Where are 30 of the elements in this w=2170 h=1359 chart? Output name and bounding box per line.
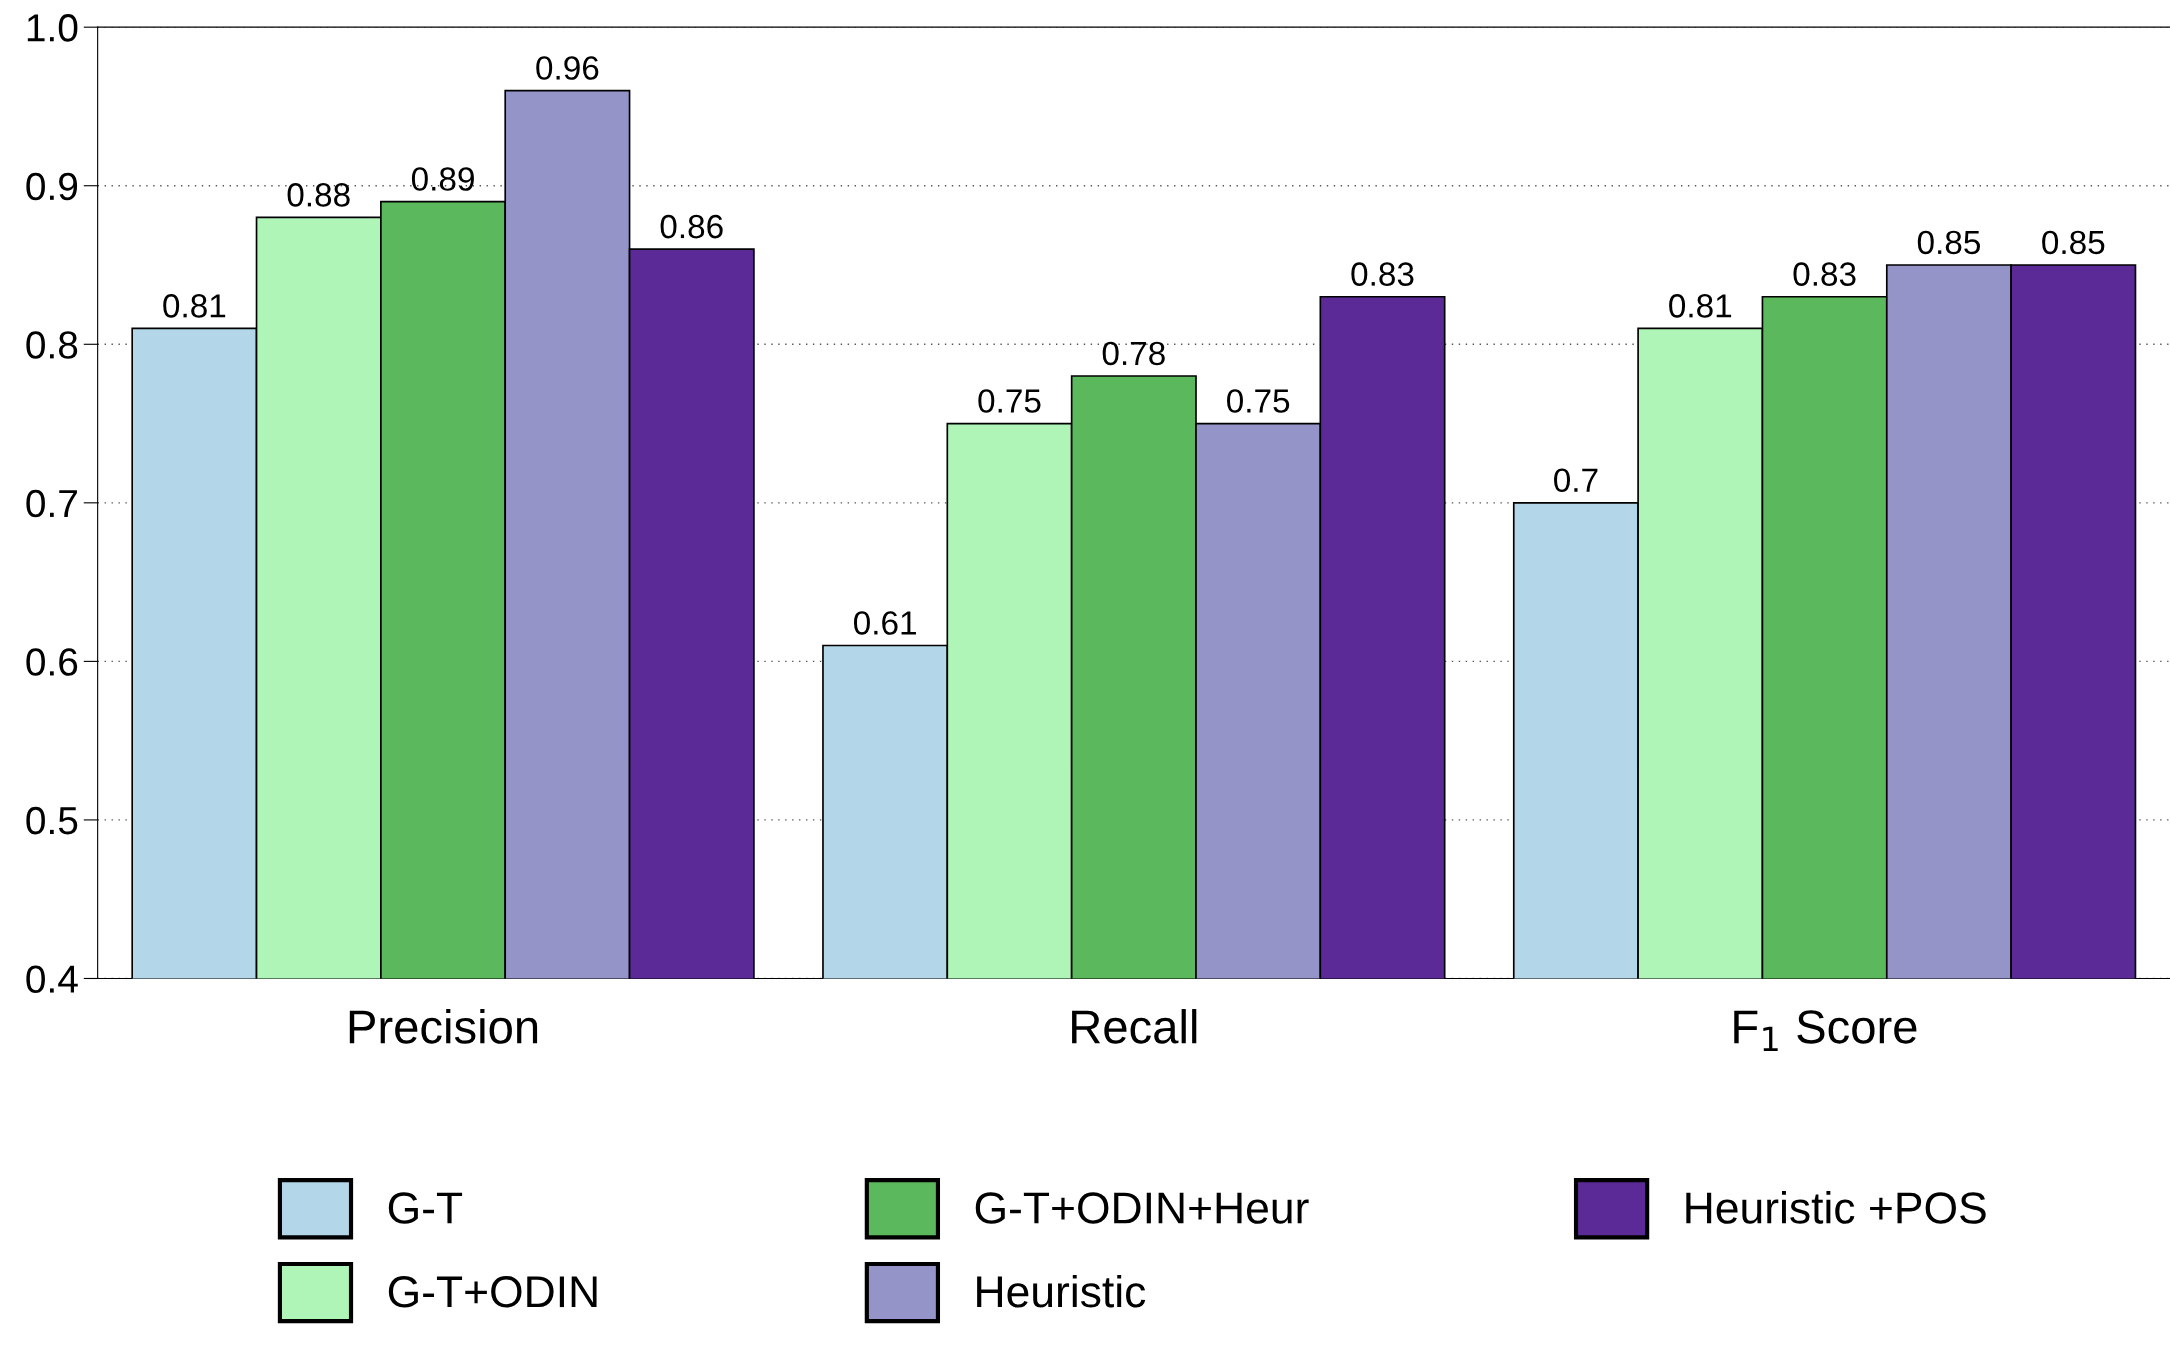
y-tick-label: 0.4 <box>26 965 78 993</box>
y-tick-label: 1.0 <box>27 14 78 42</box>
y-tick-label: 0.8 <box>26 331 78 359</box>
data-label: 0.85 <box>1917 230 1980 255</box>
data-label: 0.83 <box>1793 262 1856 286</box>
data-label: 0.7 <box>1554 468 1598 493</box>
data-label: 0.78 <box>1102 341 1165 366</box>
data-label: 0.88 <box>287 183 350 207</box>
x-tick-label: Recall <box>1072 1009 1197 1044</box>
legend-label: G-T+ODIN <box>388 1276 597 1308</box>
y-tick-label: 0.6 <box>26 648 78 676</box>
data-label: 0.83 <box>1351 262 1414 286</box>
x-tick-label: F$_{1}$ Score <box>1734 1010 1917 1051</box>
legend-label: G-T <box>388 1192 463 1224</box>
legend-label: Heuristic +POS <box>1686 1191 1986 1224</box>
y-tick-label: 0.7 <box>26 489 77 518</box>
data-label: 0.85 <box>2042 230 2105 255</box>
y-tick-label: 0.5 <box>26 806 78 835</box>
data-label: 0.61 <box>854 611 916 635</box>
data-label: 0.81 <box>1669 294 1732 318</box>
data-label: 0.81 <box>163 294 226 318</box>
data-label: 0.75 <box>1227 389 1290 413</box>
legend-label: G-T+ODIN+Heur <box>975 1192 1309 1224</box>
data-label: 0.96 <box>536 56 599 80</box>
data-label: 0.75 <box>978 389 1041 413</box>
x-tick-label: Precision <box>349 1009 538 1044</box>
data-label: 0.89 <box>411 167 474 191</box>
legend-label: Heuristic <box>977 1274 1146 1308</box>
y-tick-label: 0.9 <box>26 172 78 201</box>
data-label: 0.86 <box>660 214 723 239</box>
